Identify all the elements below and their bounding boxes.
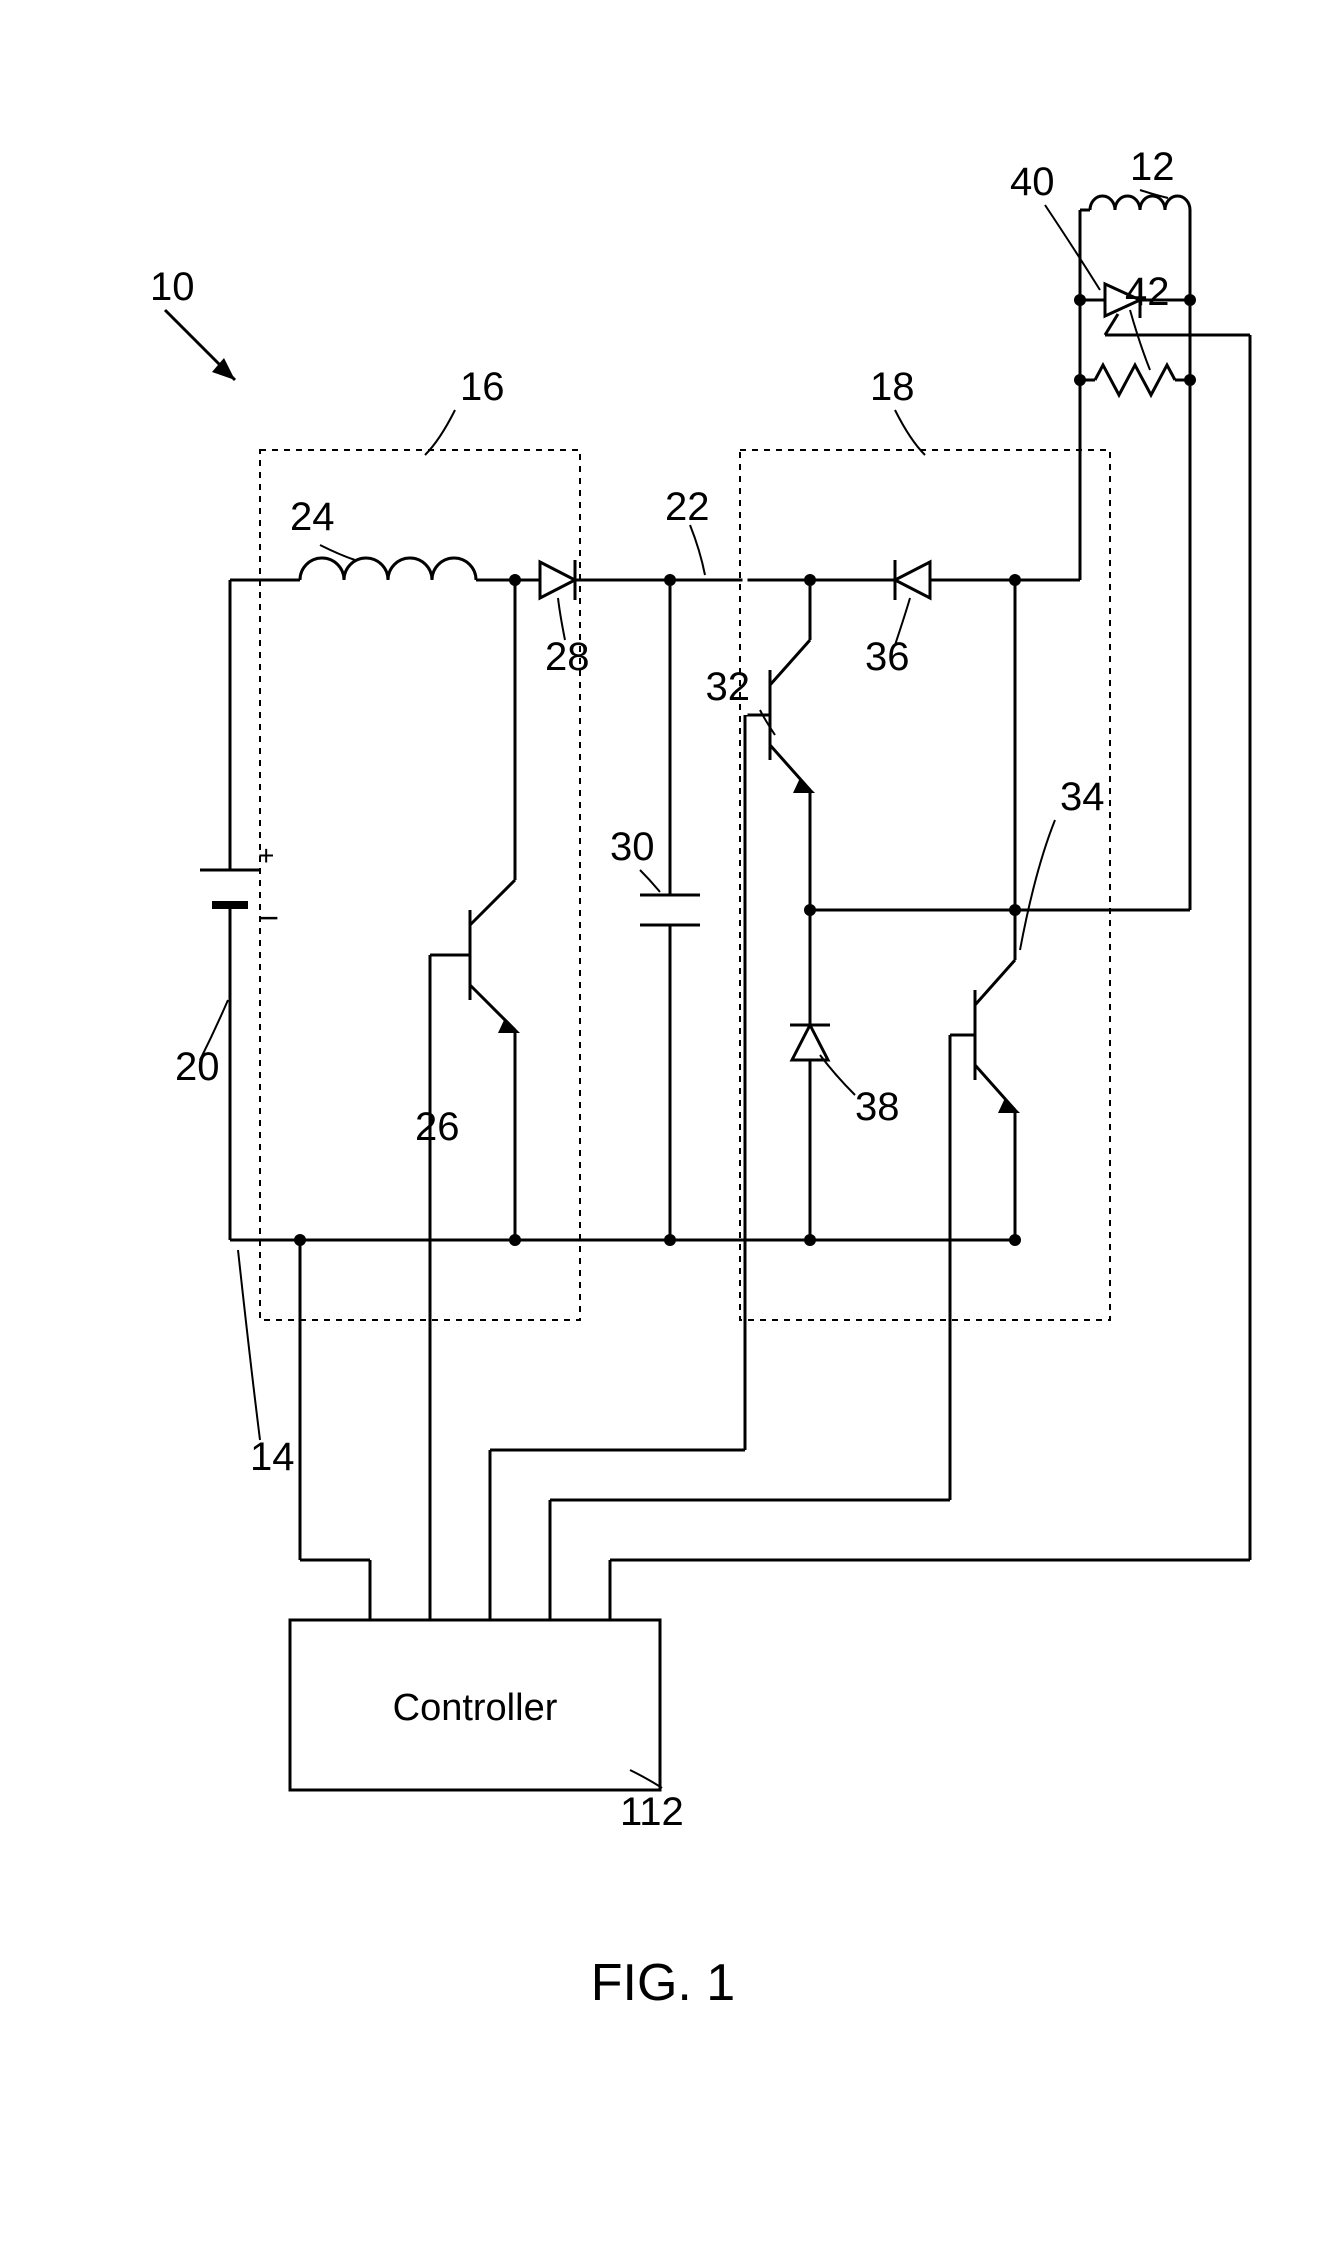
lbl-controller: Controller [393, 1687, 558, 1729]
lbl-26: 26 [415, 1105, 460, 1149]
figure-caption: FIG. 1 [591, 1954, 735, 2012]
lbl-30: 30 [610, 825, 655, 869]
lbl-38: 38 [855, 1085, 900, 1129]
lbl-32: 32 [706, 665, 751, 709]
lbl-12: 12 [1130, 145, 1175, 189]
svg-text:+: + [258, 840, 274, 871]
lbl-36: 36 [865, 635, 910, 679]
transistor-26 [430, 580, 520, 1620]
resistor-42 [1080, 365, 1190, 395]
system-arrow-10 [165, 310, 235, 380]
lbl-34: 34 [1060, 775, 1105, 819]
lbl-112: 112 [620, 1790, 684, 1834]
lbl-42: 42 [1125, 270, 1170, 314]
lbl-18: 18 [870, 365, 915, 409]
lbl-14: 14 [250, 1435, 295, 1479]
lbl-20: 20 [175, 1045, 220, 1089]
battery-14: + − [200, 580, 279, 1240]
capacitor-30 [640, 580, 700, 1240]
inductor-24 [300, 558, 476, 580]
lbl-24: 24 [290, 495, 335, 539]
lbl-40: 40 [1010, 160, 1055, 204]
diode-28 [515, 560, 670, 600]
lbl-28: 28 [545, 635, 590, 679]
inductor-12 [1080, 196, 1190, 210]
lbl-22: 22 [665, 485, 710, 529]
lbl-16: 16 [460, 365, 505, 409]
lbl-10: 10 [150, 265, 195, 309]
svg-text:−: − [258, 897, 279, 938]
diode-36 [810, 560, 1015, 600]
